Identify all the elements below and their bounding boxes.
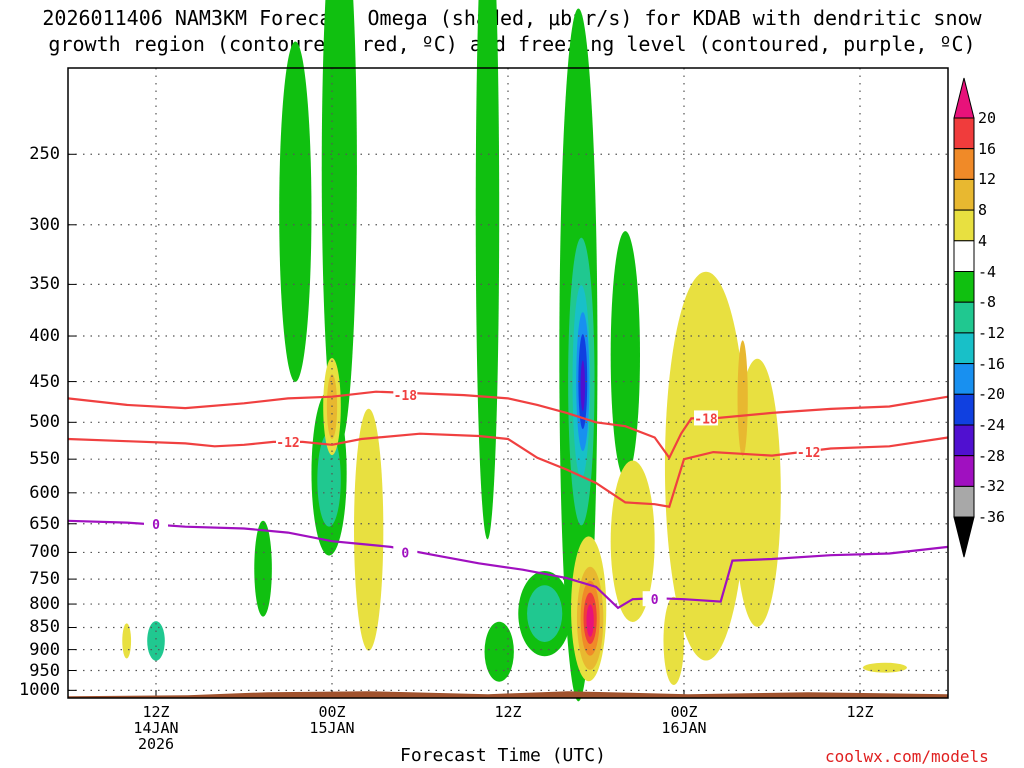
omega-region-6 — [254, 520, 272, 617]
x-axis-title: Forecast Time (UTC) — [400, 745, 606, 766]
contour-label-bg-4 — [144, 515, 168, 531]
colorbar-label-4: 4 — [978, 231, 988, 250]
colorbar-label-3: 8 — [978, 201, 988, 220]
colorbar-label-5: -4 — [978, 262, 997, 281]
contour-0 — [67, 390, 949, 460]
ytick-label-850: 850 — [29, 617, 60, 638]
omega-region-25 — [122, 623, 132, 659]
xtick-label-54: 12Z — [846, 703, 874, 721]
contour-label-1: -12 — [276, 436, 299, 451]
omega-region-31 — [586, 604, 594, 637]
ytick-label-600: 600 — [29, 482, 60, 503]
source-credit[interactable]: coolwx.com/models — [825, 747, 989, 766]
contour-label-6: 0 — [651, 593, 659, 608]
colorbar-segment-1 — [953, 117, 975, 150]
contour-label-4: 0 — [152, 518, 160, 533]
contour-1 — [67, 432, 949, 508]
omega-region-23 — [663, 596, 684, 686]
colorbar-segment-3 — [953, 178, 975, 211]
colorbar-segment-6 — [953, 271, 975, 303]
omega-region-16 — [580, 360, 585, 412]
contour-label-bg-5 — [393, 544, 418, 560]
omega-region-17 — [664, 271, 748, 661]
omega-region-24 — [862, 662, 907, 673]
ytick-label-750: 750 — [29, 569, 60, 590]
xtick-label-18: 00Z 15JAN — [309, 703, 355, 737]
omega-region-11 — [147, 621, 165, 661]
plot-frame — [67, 67, 949, 699]
contour-label-bg-3 — [796, 444, 821, 460]
omega-region-4 — [610, 231, 640, 479]
contour-label-5: 0 — [401, 546, 409, 561]
ytick-label-500: 500 — [29, 412, 60, 433]
contour-label-bg-1 — [276, 433, 300, 449]
colorbar-label-7: -12 — [978, 323, 1006, 342]
contour-label-bg-2 — [694, 410, 718, 426]
colorbar-label-9: -20 — [978, 385, 1006, 404]
xtick-label-6: 12Z 14JAN 2026 — [133, 703, 179, 753]
ytick-label-450: 450 — [29, 371, 60, 392]
chart-title-line1: 2026011406 NAM3KM Forecast Omega (shaded… — [42, 6, 982, 30]
colorbar-label-10: -24 — [978, 416, 1006, 434]
colorbar-label-2: 12 — [978, 170, 997, 189]
colorbar-label-0: 20 — [978, 109, 997, 127]
xtick-label-30: 12Z — [494, 703, 522, 721]
colorbar-segment-12 — [953, 455, 975, 487]
colorbar-label-1: 16 — [978, 139, 997, 158]
contour-label-0: -18 — [394, 389, 418, 404]
colorbar-segment-11 — [953, 424, 975, 457]
ytick-label-250: 250 — [29, 144, 60, 165]
ytick-label-350: 350 — [29, 274, 60, 295]
colorbar-label-8: -16 — [978, 354, 1006, 373]
ytick-label-650: 650 — [29, 513, 60, 534]
colorbar-bottom-arrow — [953, 516, 975, 558]
omega-region-10 — [527, 585, 563, 642]
colorbar-segment-7 — [953, 301, 975, 334]
contour-label-bg-6 — [642, 591, 667, 607]
omega-region-1 — [321, 0, 357, 447]
ytick-label-900: 900 — [29, 639, 60, 660]
colorbar-segment-2 — [953, 148, 975, 180]
chart-title-line2: growth region (contoured, red, ºC) and f… — [48, 32, 976, 56]
colorbar-segment-9 — [953, 363, 975, 395]
xtick-label-42: 00Z 16JAN — [661, 703, 707, 737]
colorbar-label-13: -36 — [978, 508, 1006, 527]
contour-label-bg-0 — [393, 387, 418, 403]
ytick-label-400: 400 — [29, 326, 60, 347]
ytick-label-950: 950 — [29, 660, 60, 681]
omega-region-2 — [475, 0, 500, 540]
colorbar-segment-13 — [953, 485, 975, 518]
colorbar-label-12: -32 — [978, 477, 1006, 496]
ytick-label-800: 800 — [29, 594, 60, 615]
contour-2 — [67, 519, 949, 610]
contour-label-3: -12 — [797, 446, 820, 461]
ytick-label-550: 550 — [29, 449, 60, 470]
ytick-label-300: 300 — [29, 214, 60, 235]
colorbar-segment-8 — [953, 332, 975, 365]
terrain-ground — [68, 691, 948, 698]
omega-region-12 — [317, 432, 341, 527]
omega-region-19 — [354, 408, 384, 651]
colorbar-label-6: -8 — [978, 293, 997, 312]
colorbar-segment-10 — [953, 393, 975, 426]
contour-label-2: -18 — [694, 412, 718, 427]
omega-region-27 — [737, 340, 748, 457]
omega-region-8 — [484, 621, 514, 682]
ytick-label-1000: 1000 — [19, 680, 60, 701]
colorbar-segment-4 — [953, 209, 975, 242]
colorbar-label-11: -28 — [978, 446, 1006, 465]
ytick-label-700: 700 — [29, 542, 60, 563]
colorbar-top-arrow — [953, 77, 975, 119]
colorbar-segment-5 — [953, 240, 975, 273]
omega-region-0 — [279, 41, 312, 382]
